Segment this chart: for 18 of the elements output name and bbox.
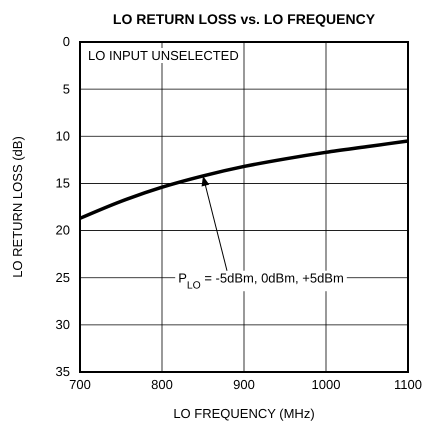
y-axis-title: LO RETURN LOSS (dB) — [10, 136, 25, 278]
x-tick-label: 700 — [69, 377, 91, 392]
x-tick-label: 1100 — [394, 377, 422, 392]
y-tick-label: 0 — [62, 34, 70, 50]
y-tick-label: 35 — [56, 364, 70, 380]
chart-title: LO RETURN LOSS vs. LO FREQUENCY — [112, 11, 376, 27]
annotation: LO INPUT UNSELECTED — [88, 48, 239, 63]
y-tick-label: 15 — [56, 176, 70, 191]
x-tick-label: 800 — [151, 377, 173, 392]
y-tick-label: 20 — [56, 222, 70, 238]
y-tick-label: 30 — [56, 317, 70, 332]
x-tick-label: 1000 — [312, 377, 340, 392]
x-tick-label: 900 — [233, 377, 255, 392]
annotation: P$_{LO}$ = -5dBm, 0dBm, +5dBm — [178, 270, 344, 292]
x-axis-title: LO FREQUENCY (MHz) — [173, 406, 315, 421]
y-tick-label: 5 — [62, 81, 70, 96]
y-tick-label: 25 — [56, 270, 70, 285]
y-tick-label: 10 — [56, 128, 70, 144]
